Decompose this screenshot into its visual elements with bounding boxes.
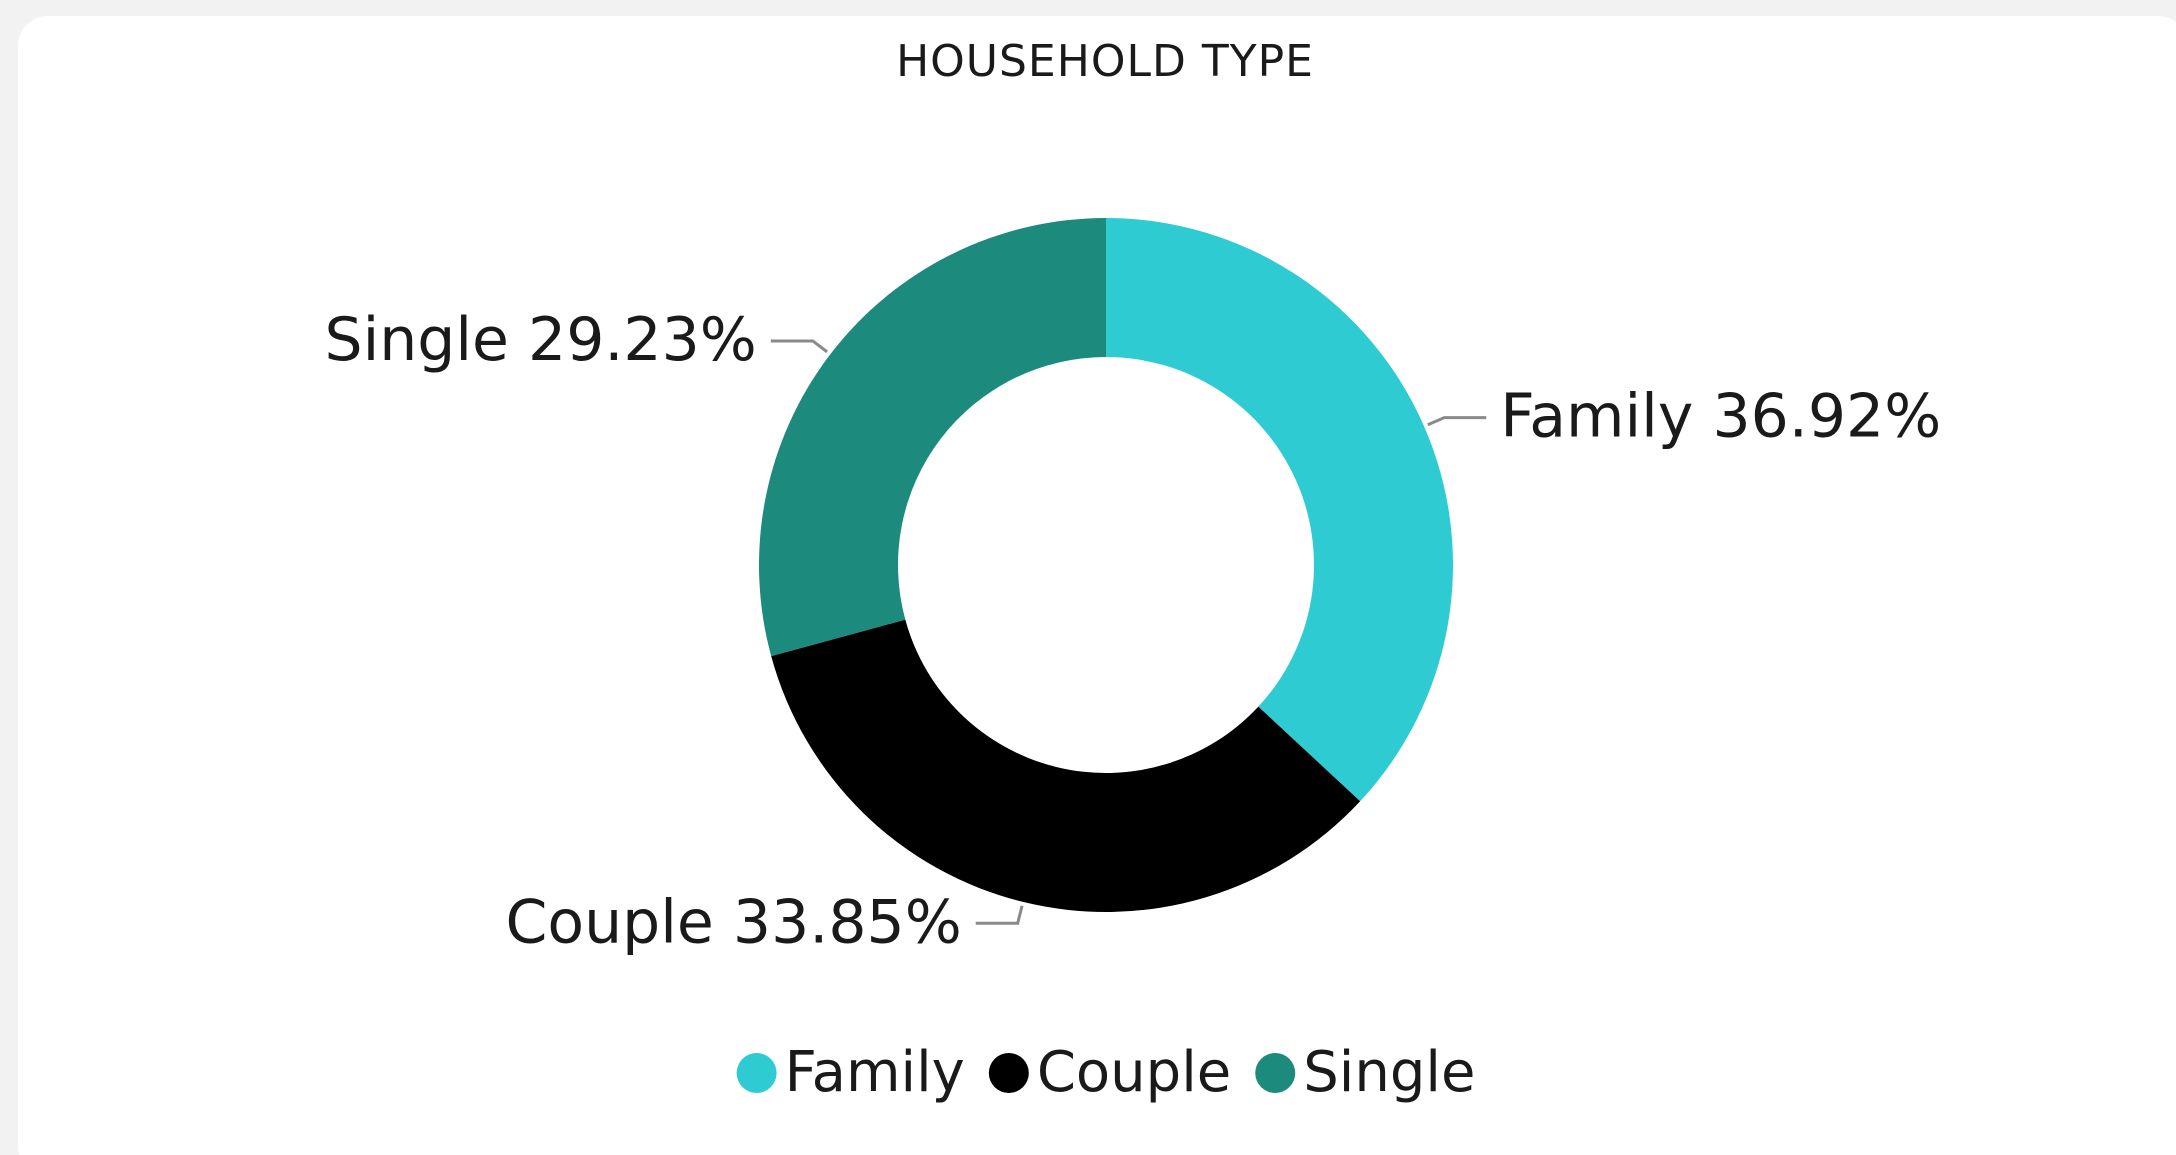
- data-label-value: 33.85%: [733, 887, 962, 957]
- leader-line: [770, 339, 829, 354]
- legend-marker: [988, 1053, 1029, 1093]
- data-label-name: Couple: [506, 887, 714, 957]
- data-label-name: Family: [1500, 381, 1693, 451]
- donut-slice: [1106, 218, 1453, 802]
- data-label: Family 36.92%: [1500, 381, 1941, 451]
- chart-title: HOUSEHOLD TYPE: [896, 36, 1314, 87]
- leader-line: [1427, 416, 1487, 427]
- data-label-value: 36.92%: [1712, 381, 1941, 451]
- card: [18, 16, 2176, 1155]
- data-label-name: Single: [324, 305, 508, 375]
- data-label-value: 29.23%: [528, 305, 757, 375]
- donut-slice: [759, 218, 1106, 657]
- donut-slice: [771, 619, 1361, 912]
- legend-label: Single: [1303, 1040, 1475, 1105]
- legend-label: Couple: [1037, 1040, 1231, 1105]
- legend-label: Family: [785, 1040, 965, 1105]
- data-label: Single 29.23%: [324, 305, 756, 375]
- leader-line: [975, 905, 1024, 925]
- legend-marker: [736, 1053, 777, 1093]
- legend-marker: [1255, 1053, 1296, 1093]
- data-label: Couple 33.85%: [506, 887, 962, 957]
